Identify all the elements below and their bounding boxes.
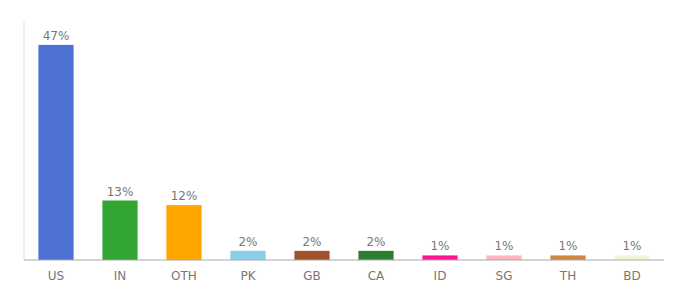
data-label: 12% [171, 189, 198, 203]
bar [102, 201, 137, 261]
chart-container: 47% 13% 12% 2% 2% 2% 1% 1% 1% 1% US IN OTH PK GB CA ID SG… [0, 0, 680, 300]
data-label: 2% [302, 235, 321, 249]
data-label: 47% [43, 29, 70, 43]
bar [294, 251, 329, 260]
bar [550, 255, 585, 260]
x-tick-label: TH [559, 269, 576, 283]
bars [38, 45, 649, 260]
data-label: 1% [494, 239, 513, 253]
data-label: 2% [238, 235, 257, 249]
x-axis-line [24, 259, 664, 260]
bar [230, 251, 265, 260]
x-tick-label: OTH [171, 269, 197, 283]
data-label: 1% [430, 239, 449, 253]
x-tick-label: IN [114, 269, 127, 283]
x-tick-label: GB [303, 269, 321, 283]
bar [486, 255, 521, 260]
bar [614, 255, 649, 260]
x-tick-label: CA [368, 269, 385, 283]
x-tick-label: US [48, 269, 64, 283]
x-tick-label: PK [240, 269, 256, 283]
bar [166, 205, 201, 260]
y-axis-line [24, 22, 25, 260]
x-tick-label: SG [496, 269, 513, 283]
data-label: 1% [558, 239, 577, 253]
bar [422, 255, 457, 260]
data-label: 2% [366, 235, 385, 249]
bar [358, 251, 393, 260]
chart: 47% 13% 12% 2% 2% 2% 1% 1% 1% 1% US IN OTH PK GB CA ID SG… [0, 0, 680, 300]
x-tick-label: ID [434, 269, 447, 283]
data-label: 13% [107, 185, 134, 199]
data-label: 1% [622, 239, 641, 253]
x-tick-label: BD [623, 269, 640, 283]
bar [38, 45, 73, 260]
